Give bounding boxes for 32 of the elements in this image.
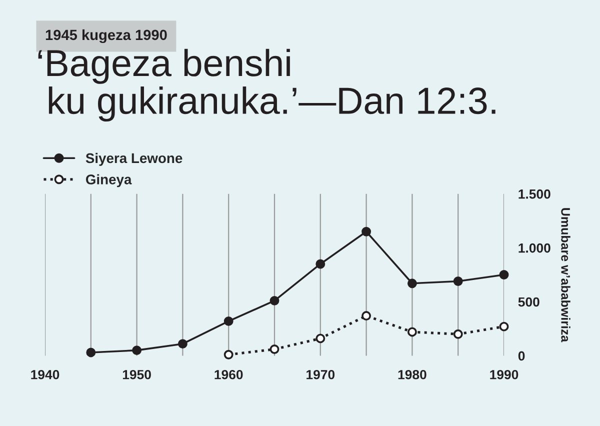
point [270,344,280,354]
point [453,276,463,286]
point [316,334,326,344]
x-tick-label: 1940 [31,370,60,380]
point [362,226,372,236]
chart-title: ‘Bageza benshi ku gukiranuka.’—Dan 12:3. [38,48,496,122]
x-tick-label: 1950 [122,370,151,380]
point [178,339,188,349]
point [224,350,234,360]
y-tick-label: 500 [518,297,540,307]
y-axis-title: Umubare w’ababwiriza [561,208,570,342]
point [86,348,96,358]
x-tick-label: 1980 [398,370,426,380]
point [407,327,417,337]
point [407,278,417,288]
point [362,311,372,321]
point [132,346,142,356]
legend-label: Gineya [86,174,132,188]
x-tick-label: 1970 [306,370,335,380]
point [499,270,509,280]
x-tick-label: 1960 [214,370,243,380]
y-tick-label: 1.000 [518,243,550,253]
point [499,322,509,332]
point [316,259,326,269]
y-tick-label: 1.500 [518,189,550,199]
y-tick-label: 0 [518,351,525,361]
point [270,296,280,306]
point [224,316,234,326]
chart-subtitle: 1945 kugeza 1990 [46,29,167,44]
point [453,329,463,339]
legend-label: Siyera Lewone [86,152,182,166]
x-tick-label: 1990 [490,370,518,380]
